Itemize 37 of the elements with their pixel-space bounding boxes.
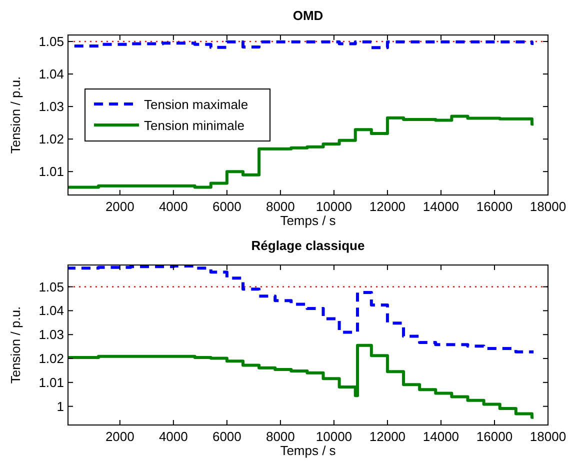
x-tick-label: 4000	[158, 199, 188, 214]
x-tick-label: 16000	[476, 429, 513, 444]
x-tick-label: 18000	[530, 199, 566, 214]
y-tick-label: 1.02	[38, 351, 64, 366]
y-tick-label: 1	[56, 398, 64, 414]
x-tick-label: 14000	[422, 429, 460, 444]
x-tick-label: 4000	[158, 429, 188, 444]
y-tick-label: 1.03	[38, 99, 64, 114]
x-tick-label: 12000	[369, 199, 406, 214]
y-axis-title: Tension / p.u.	[8, 306, 23, 384]
x-tick-label: 6000	[212, 429, 242, 444]
y-tick-label: 1.01	[38, 164, 64, 180]
x-tick-label: 6000	[212, 199, 242, 214]
x-axis-title: Temps / s	[280, 443, 336, 458]
x-tick-label: 18000	[530, 429, 566, 444]
x-tick-label: 12000	[369, 429, 406, 444]
chart-title: Réglage classique	[251, 238, 365, 253]
x-tick-label: 2000	[105, 429, 134, 444]
x-tick-label: 10000	[316, 429, 352, 444]
y-tick-label: 1.03	[38, 327, 64, 342]
y-axis-title: Tension / p.u.	[8, 76, 23, 154]
x-tick-label: 14000	[422, 199, 460, 214]
chart-title: OMD	[292, 8, 324, 23]
x-tick-label: 8000	[266, 429, 295, 444]
x-axis-title: Temps / s	[280, 213, 336, 228]
x-tick-label: 8000	[266, 199, 295, 214]
x-tick-label: 10000	[316, 199, 352, 214]
y-tick-label: 1.04	[38, 303, 64, 318]
y-tick-label: 1.01	[38, 374, 64, 390]
x-tick-label: 16000	[476, 199, 513, 214]
y-tick-label: 1.05	[38, 34, 64, 50]
y-tick-label: 1.02	[38, 132, 64, 147]
y-tick-label: 1.05	[38, 279, 64, 294]
legend-label: Tension minimale	[144, 118, 244, 133]
y-tick-label: 1.04	[38, 66, 64, 82]
x-tick-label: 2000	[105, 199, 134, 214]
legend-label: Tension maximale	[144, 97, 248, 112]
